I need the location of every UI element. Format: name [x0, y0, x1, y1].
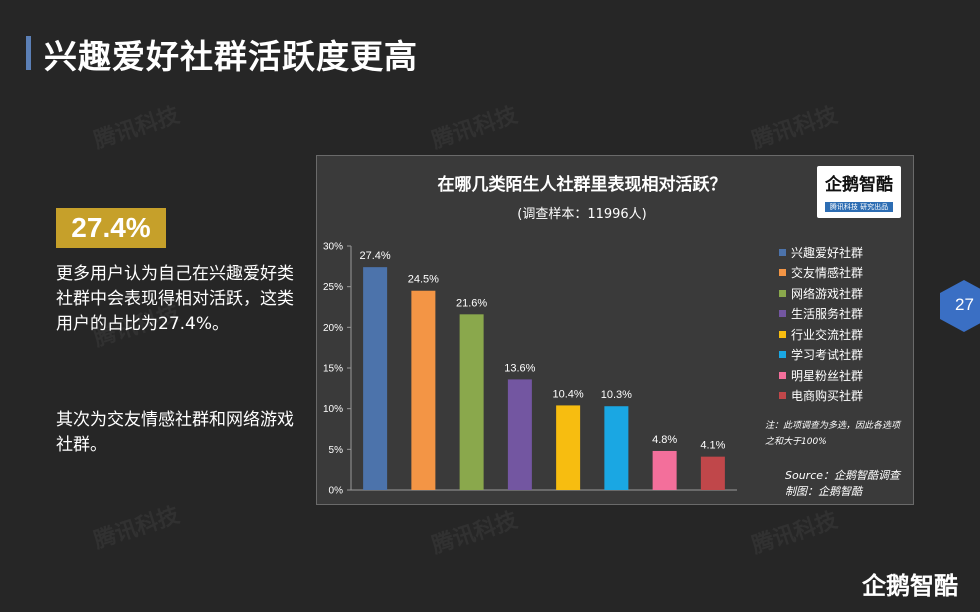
data-label: 13.6% — [504, 362, 535, 374]
legend-swatch — [779, 289, 786, 297]
chart-panel: 在哪几类陌生人社群里表现相对活跃？ (调查样本：11996人) 企鹅智酷 腾讯科… — [316, 155, 914, 505]
title-accent-bar — [26, 36, 31, 70]
legend-label: 兴趣爱好社群 — [791, 245, 864, 260]
legend-swatch — [779, 310, 786, 318]
chart-title: 在哪几类陌生人社群里表现相对活跃？ — [437, 175, 727, 195]
legend-swatch — [779, 371, 786, 379]
data-label: 24.5% — [408, 274, 439, 286]
bar — [556, 405, 581, 490]
legend-item: 交友情感社群 — [779, 263, 863, 284]
y-tick-label: 15% — [323, 364, 343, 375]
legend-label: 交友情感社群 — [791, 266, 864, 281]
legend-swatch — [779, 269, 786, 277]
legend-item: 生活服务社群 — [779, 304, 863, 325]
watermark: 腾讯科技 — [429, 507, 521, 559]
data-label: 4.1% — [700, 440, 725, 452]
chart-subtitle: (调查样本：11996人) — [517, 207, 647, 222]
bar — [700, 456, 725, 490]
data-label: 10.3% — [601, 389, 632, 401]
watermark: 腾讯科技 — [429, 102, 521, 154]
y-tick-label: 5% — [329, 445, 344, 456]
legend-label: 网络游戏社群 — [791, 286, 864, 301]
y-tick-label: 30% — [323, 242, 343, 253]
chart-logo-tagline: 腾讯科技 研究出品 — [825, 202, 893, 212]
legend-swatch — [779, 351, 786, 359]
highlight-stat: 27.4% — [56, 208, 166, 248]
page-number: 27 — [955, 295, 974, 314]
legend-item: 明星粉丝社群 — [779, 365, 863, 386]
legend-item: 电商购买社群 — [779, 386, 863, 407]
chart-source: Source：企鹅智酷调查 制图：企鹅智酷 — [785, 468, 900, 500]
bar — [411, 290, 436, 490]
chart-legend: 兴趣爱好社群 交友情感社群 网络游戏社群 生活服务社群 行业交流社群 学习考试社群 明星粉丝… — [779, 242, 863, 406]
bar — [652, 450, 677, 490]
chart-note: 注：此项调查为多选，因此各选项之和大于100% — [765, 421, 901, 447]
chart-logo: 企鹅智酷 腾讯科技 研究出品 — [817, 166, 901, 218]
y-tick-label: 0% — [329, 486, 344, 497]
footer-logo: 企鹅智酷 — [862, 572, 958, 600]
legend-label: 生活服务社群 — [791, 307, 864, 322]
y-tick-label: 20% — [323, 323, 343, 334]
legend-label: 明星粉丝社群 — [791, 368, 864, 383]
watermark: 腾讯科技 — [91, 102, 183, 154]
data-label: 10.4% — [553, 388, 584, 400]
legend-swatch — [779, 248, 786, 256]
legend-label: 行业交流社群 — [791, 327, 864, 342]
bar — [459, 314, 484, 490]
legend-item: 学习考试社群 — [779, 345, 863, 366]
legend-item: 网络游戏社群 — [779, 283, 863, 304]
legend-swatch — [779, 392, 786, 400]
bar — [507, 379, 532, 490]
page-title: 兴趣爱好社群活跃度更高 — [44, 37, 418, 76]
bar-chart: 0% 5% 10% 15% 20% 25% 30% 27.4% 24.5% 21.6% 13.6% 1… — [323, 242, 737, 497]
bar — [363, 267, 388, 490]
data-label: 4.8% — [652, 434, 677, 446]
chart-logo-name: 企鹅智酷 — [825, 175, 893, 195]
data-label: 21.6% — [456, 297, 487, 309]
y-tick-label: 25% — [323, 282, 343, 293]
legend-item: 兴趣爱好社群 — [779, 242, 863, 263]
data-label: 27.4% — [360, 250, 391, 262]
watermark: 腾讯科技 — [749, 507, 841, 559]
legend-label: 学习考试社群 — [791, 348, 864, 363]
watermark: 腾讯科技 — [91, 502, 183, 554]
source-text: Source：企鹅智酷调查 — [785, 469, 901, 482]
summary-paragraph-2: 其次为交友情感社群和网络游戏社群。 — [56, 410, 294, 455]
bar — [604, 406, 629, 490]
legend-swatch — [779, 330, 786, 338]
legend-item: 行业交流社群 — [779, 324, 863, 345]
maker-text: 制图：企鹅智酷 — [785, 485, 862, 498]
legend-label: 电商购买社群 — [791, 389, 864, 404]
y-tick-label: 10% — [323, 404, 343, 415]
summary-paragraph-1: 更多用户认为自己在兴趣爱好类社群中会表现得相对活跃，这类用户的占比为27.4%。 — [56, 264, 294, 334]
page-number-badge — [940, 280, 980, 332]
watermark: 腾讯科技 — [749, 102, 841, 154]
